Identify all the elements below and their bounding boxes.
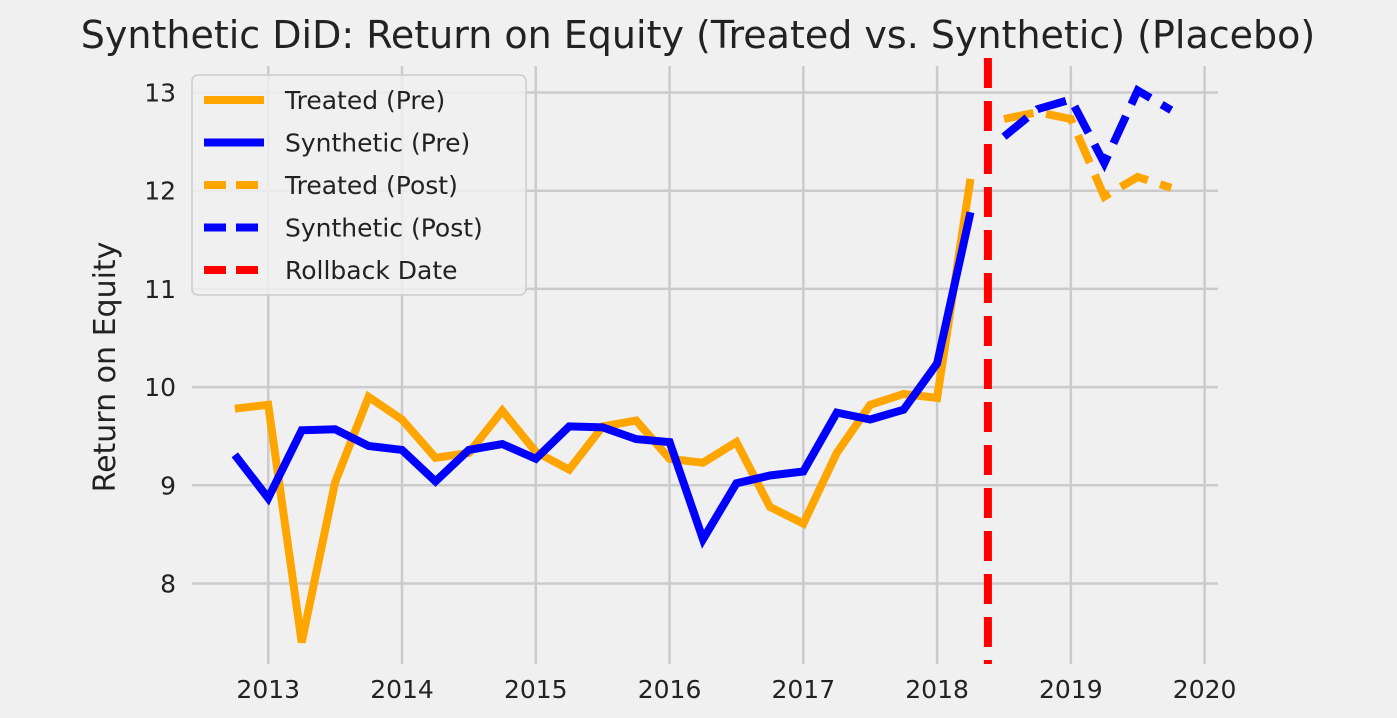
y-axis-label: Return on Equity <box>88 242 123 493</box>
x-tick-label: 2019 <box>1039 675 1103 704</box>
y-tick-label: 9 <box>160 471 176 500</box>
legend-label: Rollback Date <box>285 256 458 285</box>
legend-label: Treated (Pre) <box>284 86 445 115</box>
legend: Treated (Pre) Synthetic (Pre) Treated (Pos… <box>191 74 527 296</box>
series-layer <box>231 58 1174 664</box>
x-tick-label: 2018 <box>905 675 969 704</box>
x-tick-label: 2020 <box>1173 675 1237 704</box>
y-tick-label: 8 <box>160 569 176 598</box>
y-tick-label: 13 <box>144 79 176 108</box>
series-line-synthetic-pre <box>231 211 975 549</box>
x-tick-label: 2013 <box>236 675 300 704</box>
x-axis-ticks: 2013 2014 2015 2016 2017 2018 2019 2020 <box>236 675 1236 704</box>
legend-label: Synthetic (Pre) <box>285 129 470 158</box>
series-line-synthetic-post <box>1001 84 1174 173</box>
chart-title: Synthetic DiD: Return on Equity (Treated… <box>81 13 1315 57</box>
series-line-treated-post <box>1003 108 1173 203</box>
x-tick-label: 2017 <box>772 675 836 704</box>
legend-label: Synthetic (Post) <box>285 214 483 243</box>
x-tick-label: 2014 <box>370 675 434 704</box>
y-tick-label: 12 <box>144 177 176 206</box>
y-tick-label: 10 <box>144 373 176 402</box>
y-tick-label: 11 <box>144 275 176 304</box>
legend-box <box>191 74 527 296</box>
x-tick-label: 2016 <box>638 675 702 704</box>
legend-label: Treated (Post) <box>284 171 458 200</box>
y-axis-ticks: 8 9 10 11 12 13 <box>144 79 176 599</box>
x-tick-label: 2015 <box>504 675 568 704</box>
